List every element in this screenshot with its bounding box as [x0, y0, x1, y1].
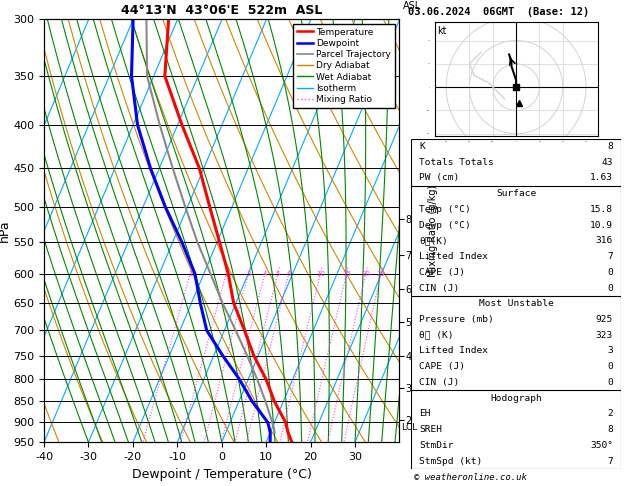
Text: 0: 0 [607, 378, 613, 387]
Text: 1.63: 1.63 [590, 174, 613, 182]
Text: 15: 15 [342, 271, 351, 277]
Y-axis label: hPa: hPa [0, 220, 11, 242]
Text: Temp (°C): Temp (°C) [419, 205, 471, 214]
Text: 8: 8 [607, 425, 613, 434]
Text: PW (cm): PW (cm) [419, 174, 459, 182]
X-axis label: Dewpoint / Temperature (°C): Dewpoint / Temperature (°C) [132, 468, 311, 481]
Legend: Temperature, Dewpoint, Parcel Trajectory, Dry Adiabat, Wet Adiabat, Isotherm, Mi: Temperature, Dewpoint, Parcel Trajectory… [293, 24, 395, 108]
Text: 20: 20 [361, 271, 370, 277]
Text: 2: 2 [607, 409, 613, 418]
Text: CIN (J): CIN (J) [419, 378, 459, 387]
Text: 5: 5 [276, 271, 280, 277]
Text: 4: 4 [263, 271, 267, 277]
Text: 323: 323 [596, 331, 613, 340]
Text: 1: 1 [188, 271, 192, 277]
Text: 03.06.2024  06GMT  (Base: 12): 03.06.2024 06GMT (Base: 12) [408, 7, 589, 17]
Text: CAPE (J): CAPE (J) [419, 268, 465, 277]
Text: 10: 10 [316, 271, 325, 277]
Text: 3: 3 [607, 347, 613, 355]
Text: K: K [419, 142, 425, 151]
Text: θᴄ(K): θᴄ(K) [419, 236, 448, 245]
Text: Dewp (°C): Dewp (°C) [419, 221, 471, 229]
Text: 925: 925 [596, 315, 613, 324]
Text: km
ASL: km ASL [403, 0, 421, 11]
Text: 6: 6 [286, 271, 291, 277]
Text: Pressure (mb): Pressure (mb) [419, 315, 494, 324]
Text: θᴄ (K): θᴄ (K) [419, 331, 454, 340]
Text: Totals Totals: Totals Totals [419, 157, 494, 167]
Text: 7: 7 [607, 457, 613, 466]
Text: CAPE (J): CAPE (J) [419, 362, 465, 371]
Text: kt: kt [437, 26, 447, 36]
Text: © weatheronline.co.uk: © weatheronline.co.uk [414, 473, 526, 482]
Text: 2: 2 [224, 271, 228, 277]
Text: Lifted Index: Lifted Index [419, 252, 488, 261]
Text: Mixing Ratio (g/kg): Mixing Ratio (g/kg) [428, 185, 438, 277]
Text: Surface: Surface [496, 189, 536, 198]
Text: 8: 8 [607, 142, 613, 151]
Text: 25: 25 [377, 271, 386, 277]
Text: LCL: LCL [401, 423, 417, 432]
Title: 44°13'N  43°06'E  522m  ASL: 44°13'N 43°06'E 522m ASL [121, 4, 323, 17]
Text: 0: 0 [607, 283, 613, 293]
Text: 316: 316 [596, 236, 613, 245]
Text: SREH: SREH [419, 425, 442, 434]
Text: CIN (J): CIN (J) [419, 283, 459, 293]
Text: 3: 3 [246, 271, 251, 277]
Text: 10.9: 10.9 [590, 221, 613, 229]
Text: 0: 0 [607, 362, 613, 371]
Text: 350°: 350° [590, 441, 613, 450]
Text: EH: EH [419, 409, 431, 418]
Text: StmDir: StmDir [419, 441, 454, 450]
Text: Lifted Index: Lifted Index [419, 347, 488, 355]
Text: 43: 43 [601, 157, 613, 167]
Text: Most Unstable: Most Unstable [479, 299, 554, 308]
Text: Hodograph: Hodograph [490, 394, 542, 403]
Text: 7: 7 [607, 252, 613, 261]
Text: 0: 0 [607, 268, 613, 277]
Text: 15.8: 15.8 [590, 205, 613, 214]
Text: StmSpd (kt): StmSpd (kt) [419, 457, 482, 466]
